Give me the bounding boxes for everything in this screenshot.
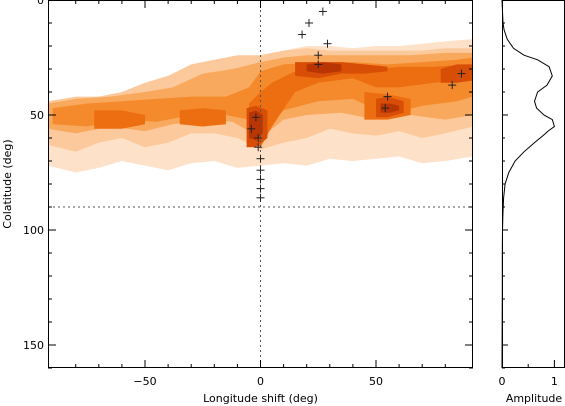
- marker-layer: [247, 7, 466, 202]
- contour-level-5-region-0: [249, 64, 469, 148]
- plus-marker-2: [298, 30, 307, 39]
- side-x-tick-label-0: 0: [499, 375, 506, 388]
- plus-marker-7: [381, 104, 390, 113]
- side-y-ticks: [502, 0, 508, 369]
- side-x-tick-label-1: 1: [551, 375, 558, 388]
- plus-marker-3: [323, 39, 332, 48]
- plus-marker-1: [305, 19, 314, 27]
- plus-marker-10: [251, 113, 260, 122]
- contour-level-7-region-0: [249, 110, 263, 141]
- main-y-ticks: 0 50 100 150: [23, 0, 473, 369]
- plus-marker-15: [256, 166, 265, 175]
- plus-marker-6: [383, 92, 392, 101]
- main-y-tick-label-150: 150: [23, 339, 44, 352]
- contour-fill-layer: [48, 39, 473, 173]
- main-x-tick-label-50: 50: [369, 375, 383, 388]
- contour-level-6-region-3: [440, 64, 473, 83]
- plus-marker-0: [318, 7, 327, 16]
- main-y-tick-label-100: 100: [23, 224, 44, 237]
- plus-marker-4: [314, 51, 323, 60]
- contour-level-5-region-1: [94, 110, 145, 129]
- contour-level-7-region-1: [306, 62, 342, 74]
- plus-marker-13: [254, 143, 263, 152]
- main-x-axis-label: Longitude shift (deg): [203, 392, 318, 405]
- main-x-tick-label-0: 0: [257, 375, 264, 388]
- main-y-axis-label: Colatitude (deg): [1, 139, 14, 228]
- plus-marker-16: [256, 175, 265, 184]
- plus-marker-18: [256, 193, 265, 202]
- plus-marker-14: [256, 154, 265, 163]
- main-y-tick-label-50: 50: [30, 109, 44, 122]
- plus-marker-8: [457, 69, 466, 78]
- plus-marker-17: [256, 184, 265, 193]
- main-x-tick-label--50: −50: [133, 375, 156, 388]
- contour-level-5-region-2: [179, 108, 226, 127]
- plus-marker-12: [254, 134, 263, 142]
- contour-map-plot: −50 0 50 0 50 100 150 Longitude shift (deg) C…: [1, 0, 473, 405]
- main-y-tick-label-0: 0: [37, 0, 44, 7]
- side-x-axis-label: Amplitude: [506, 392, 563, 405]
- plus-marker-5: [314, 60, 323, 69]
- plus-marker-9: [448, 81, 457, 90]
- side-plot-frame: [502, 0, 565, 368]
- amplitude-profile-line: [501, 0, 555, 369]
- main-x-ticks: −50 0 50: [75, 0, 446, 388]
- plus-marker-11: [247, 124, 256, 133]
